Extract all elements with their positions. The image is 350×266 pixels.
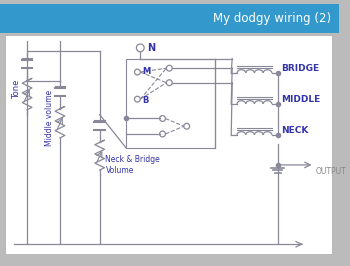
Text: MIDDLE: MIDDLE — [281, 95, 321, 104]
Text: Middle volume: Middle volume — [45, 89, 54, 146]
FancyBboxPatch shape — [5, 35, 332, 254]
Text: B: B — [142, 95, 149, 105]
Text: BRIDGE: BRIDGE — [281, 64, 320, 73]
Text: My dodgy wiring (2): My dodgy wiring (2) — [213, 12, 331, 25]
Bar — [126, 59, 215, 148]
Text: M: M — [142, 66, 150, 76]
FancyBboxPatch shape — [0, 4, 338, 33]
Text: Neck & Bridge
Volume: Neck & Bridge Volume — [105, 155, 160, 174]
Text: OUTPUT: OUTPUT — [315, 167, 346, 176]
Text: N: N — [147, 43, 155, 53]
Text: Tone: Tone — [12, 80, 21, 99]
Text: NECK: NECK — [281, 126, 309, 135]
